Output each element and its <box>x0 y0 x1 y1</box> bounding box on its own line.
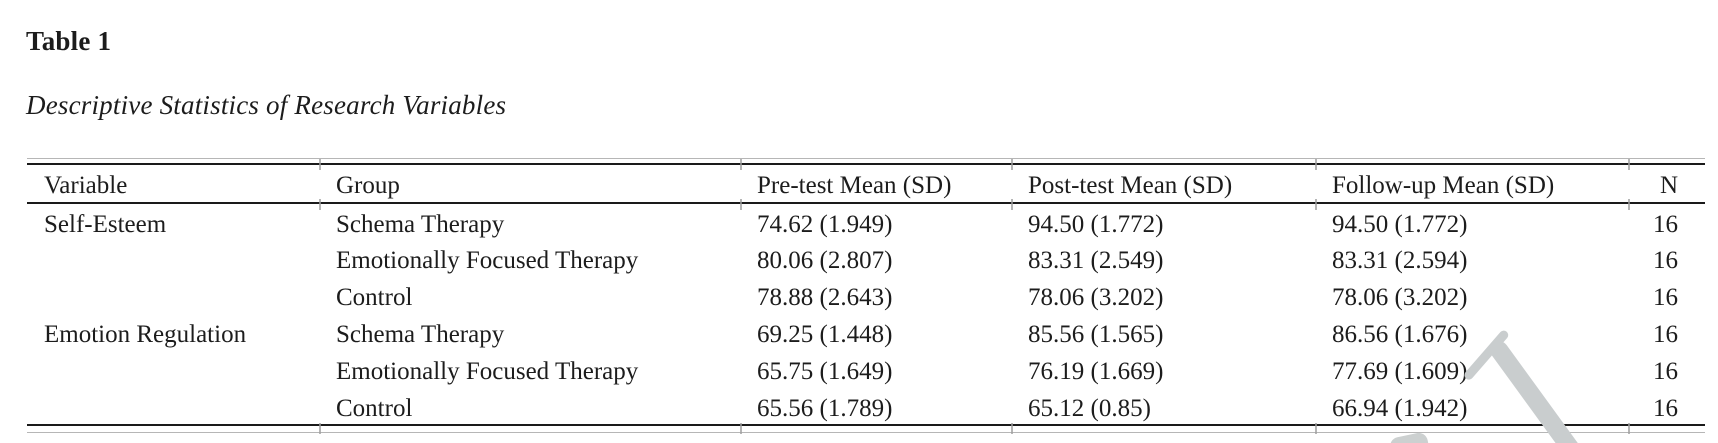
cell-follow-up-mean-sd: 86.56 (1.676) <box>1332 321 1468 348</box>
table-header: Variable Group Pre-test Mean (SD) Post-test… <box>27 164 1705 203</box>
table-caption: Descriptive Statistics of Research Varia… <box>26 90 507 120</box>
cell-group: Emotionally Focused Therapy <box>336 247 639 274</box>
table-row: Emotionally Focused Therapy 65.75 (1.649)… <box>27 351 1705 388</box>
cell-pre-test-mean-sd: 65.56 (1.789) <box>757 394 893 422</box>
cell-variable <box>27 388 319 425</box>
cell-pre-test-mean-sd: 65.75 (1.649) <box>757 358 893 385</box>
cell-border-tick <box>1011 159 1013 170</box>
table-row: Emotionally Focused Therapy 80.06 (2.807)… <box>27 240 1705 277</box>
column-header-follow-up-mean-sd: Follow-up Mean (SD) <box>1332 172 1555 199</box>
cell-post-test-mean-sd: 85.56 (1.565) <box>1028 321 1164 348</box>
cell-border-tick <box>1315 423 1317 434</box>
watermark-fragment <box>1388 431 1430 443</box>
cell-pre-test-mean-sd: 74.62 (1.949) <box>757 210 893 238</box>
cell-post-test-mean-sd: 94.50 (1.772) <box>1028 210 1164 238</box>
cell-follow-up-mean-sd: 66.94 (1.942) <box>1332 394 1468 422</box>
cell-group: Control <box>336 284 413 311</box>
descriptive-statistics-table: Variable Group Pre-test Mean (SD) Post-test… <box>27 163 1705 426</box>
column-header-post-test-mean-sd: Post-test Mean (SD) <box>1028 172 1233 199</box>
cell-border-tick <box>1315 159 1317 170</box>
cell-post-test-mean-sd: 83.31 (2.549) <box>1028 247 1164 274</box>
cell-border-tick <box>1628 423 1630 434</box>
table-row: Emotion Regulation Schema Therapy 69.25 (1… <box>27 314 1705 351</box>
cell-border-tick <box>319 159 321 170</box>
cell-variable <box>27 351 319 388</box>
cell-group: Schema Therapy <box>336 321 505 348</box>
cell-border-tick <box>1628 199 1630 210</box>
cell-variable <box>27 277 319 314</box>
cell-group: Control <box>336 394 413 422</box>
cell-n: 16 <box>1653 394 1678 422</box>
cell-n: 16 <box>1653 321 1678 348</box>
cell-n: 16 <box>1653 210 1678 238</box>
table-row: Control 65.56 (1.789) 65.12 (0.85) 66.94 (1… <box>27 388 1705 425</box>
cell-border-tick <box>319 423 321 434</box>
table-row: Control 78.88 (2.643) 78.06 (3.202) 78.06 (… <box>27 277 1705 314</box>
column-header-n: N <box>1659 172 1678 199</box>
table-row: Self-Esteem Schema Therapy 74.62 (1.949) 94… <box>27 203 1705 240</box>
cell-follow-up-mean-sd: 94.50 (1.772) <box>1332 210 1468 238</box>
cell-n: 16 <box>1653 284 1678 311</box>
cell-border-tick <box>740 159 742 170</box>
cell-pre-test-mean-sd: 69.25 (1.448) <box>757 321 893 348</box>
cell-border-tick <box>1315 199 1317 210</box>
cell-group: Schema Therapy <box>336 210 505 238</box>
cell-follow-up-mean-sd: 83.31 (2.594) <box>1332 247 1468 274</box>
cell-variable: Self-Esteem <box>44 210 167 238</box>
cell-post-test-mean-sd: 76.19 (1.669) <box>1028 358 1164 385</box>
column-header-group: Group <box>336 172 400 199</box>
cell-border-tick <box>1011 423 1013 434</box>
table-number-label: Table 1 <box>26 26 112 56</box>
cell-variable: Emotion Regulation <box>44 321 247 348</box>
cell-border-tick <box>740 199 742 210</box>
cell-follow-up-mean-sd: 78.06 (3.202) <box>1332 284 1468 311</box>
table-body: Self-Esteem Schema Therapy 74.62 (1.949) 94… <box>27 203 1705 425</box>
cell-variable <box>27 240 319 277</box>
cell-group: Emotionally Focused Therapy <box>336 358 639 385</box>
bottom-rule-shadow <box>27 432 1705 433</box>
cell-post-test-mean-sd: 65.12 (0.85) <box>1028 394 1151 422</box>
cell-border-tick <box>1011 199 1013 210</box>
cell-post-test-mean-sd: 78.06 (3.202) <box>1028 284 1164 311</box>
cell-border-tick <box>740 423 742 434</box>
cell-n: 16 <box>1653 247 1678 274</box>
cell-follow-up-mean-sd: 77.69 (1.609) <box>1332 358 1468 385</box>
cell-pre-test-mean-sd: 80.06 (2.807) <box>757 247 893 274</box>
top-rule-shadow <box>27 158 1705 159</box>
cell-border-tick <box>1628 159 1630 170</box>
cell-pre-test-mean-sd: 78.88 (2.643) <box>757 284 893 311</box>
cell-n: 16 <box>1653 358 1678 385</box>
column-header-variable: Variable <box>44 172 128 199</box>
column-header-pre-test-mean-sd: Pre-test Mean (SD) <box>757 172 952 199</box>
cell-border-tick <box>319 199 321 210</box>
header-row: Variable Group Pre-test Mean (SD) Post-test… <box>27 164 1705 203</box>
